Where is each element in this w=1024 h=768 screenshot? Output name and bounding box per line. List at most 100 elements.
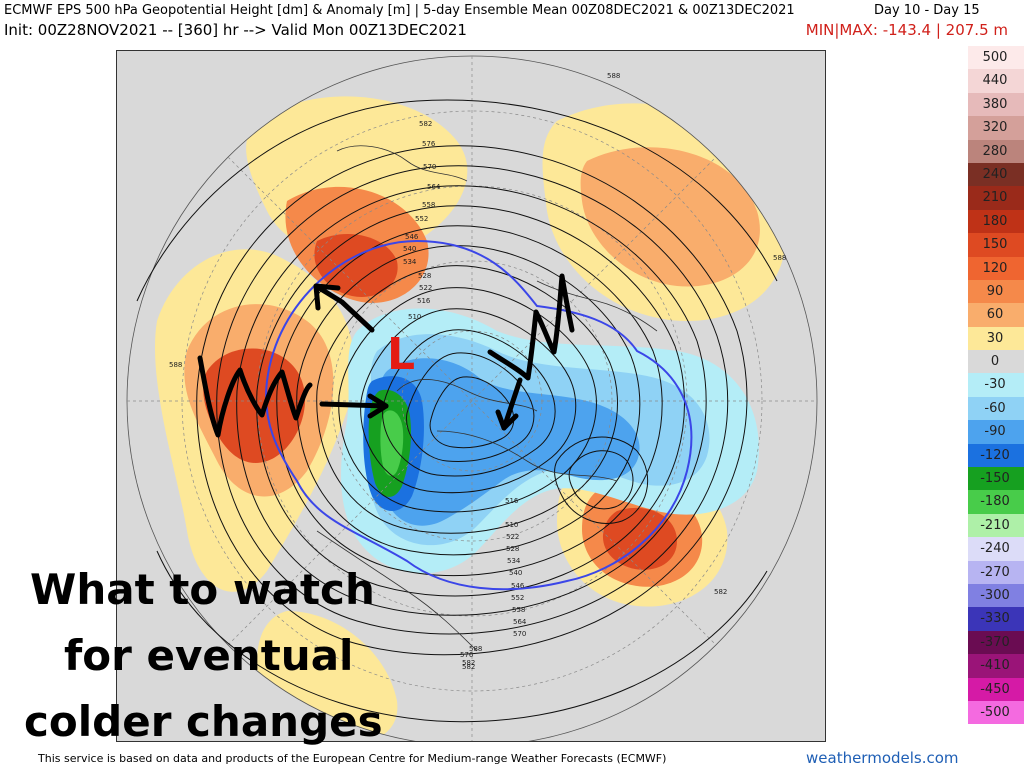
legend-item: 150: [968, 233, 1024, 257]
legend-swatch: [968, 139, 1024, 163]
legend-label: -330: [980, 611, 1010, 627]
legend-label: 90: [986, 283, 1004, 299]
legend-swatch: [968, 560, 1024, 584]
warm-anomaly-ne-mid: [580, 147, 760, 287]
contour-label: 588: [607, 72, 620, 80]
legend-item: 30: [968, 326, 1024, 351]
legend-label: 0: [990, 354, 1000, 370]
legend-swatch: [968, 69, 1024, 93]
legend-label: -150: [980, 471, 1010, 487]
legend-item: 120: [968, 256, 1024, 280]
legend-swatch: [968, 443, 1024, 468]
legend-item: -180: [968, 490, 1024, 514]
contour-label: 534: [403, 258, 417, 266]
contour-label: 582: [462, 663, 475, 671]
contour-label: 528: [506, 545, 519, 553]
latlon-grid: [127, 56, 817, 741]
legend-swatch: [968, 373, 1024, 397]
legend-label: 320: [982, 120, 1008, 136]
legend-label: -450: [980, 681, 1010, 697]
legend-item: 500: [968, 46, 1024, 70]
contour-label: 588: [469, 645, 482, 653]
contour-label: 528: [418, 272, 431, 280]
contour-label: 570: [423, 163, 436, 171]
contour-label: 576: [460, 651, 474, 659]
contour-label: 558: [422, 201, 435, 209]
contour-label: 522: [506, 533, 519, 541]
map-title: ECMWF EPS 500 hPa Geopotential Height [d…: [4, 3, 980, 18]
legend-item: -210: [968, 513, 1024, 538]
contour-label: 588: [773, 254, 786, 262]
brand-link[interactable]: weathermodels.com: [806, 749, 959, 767]
contour-label: 582: [419, 120, 432, 128]
legend-swatch: [968, 162, 1024, 187]
legend-label: -180: [980, 494, 1010, 510]
legend-swatch: [968, 256, 1024, 280]
contour-label: 546: [405, 233, 419, 241]
contour-label: 588: [169, 361, 182, 369]
contour-label: 570: [513, 630, 526, 638]
legend-item: -90: [968, 420, 1024, 444]
contour-label: 516: [417, 297, 431, 305]
legend-label: 30: [986, 330, 1004, 346]
contour-label: 582: [462, 659, 475, 667]
legend-item: 0: [968, 350, 1024, 374]
legend-item: -300: [968, 583, 1024, 608]
legend-item: 440: [968, 69, 1024, 93]
map-canvas: 588 582 576 570 564 558 552 546 540 534 …: [126, 55, 818, 741]
legend-item: -450: [968, 677, 1024, 701]
contour-label: 582: [714, 588, 727, 596]
legend-label: -270: [980, 564, 1010, 580]
legend-item: -500: [968, 700, 1024, 725]
legend-item: 240: [968, 162, 1024, 187]
legend-item: -150: [968, 467, 1024, 491]
contour-label: 534: [507, 557, 521, 565]
legend-label: 60: [986, 307, 1004, 323]
legend-label: 440: [982, 73, 1008, 89]
cool-anomaly-peak: [380, 410, 404, 476]
legend-swatch: [968, 654, 1024, 678]
legend-swatch: [968, 279, 1024, 304]
contour-label: 552: [415, 215, 428, 223]
legend-swatch: [968, 233, 1024, 257]
legend-swatch: [968, 467, 1024, 491]
legend-label: 240: [982, 166, 1008, 182]
legend-label: -210: [980, 517, 1010, 533]
legend-item: 280: [968, 139, 1024, 163]
legend-swatch: [968, 326, 1024, 351]
legend-label: 500: [982, 50, 1008, 65]
contour-label: 516: [505, 497, 519, 505]
legend-label: 150: [982, 237, 1008, 253]
legend-item: -410: [968, 654, 1024, 678]
low-pressure-symbol: L: [387, 329, 415, 380]
height-contours: [136, 99, 778, 723]
legend-label: -30: [984, 377, 1006, 393]
legend-swatch: [968, 303, 1024, 327]
ecmwf-credit: This service is based on data and produc…: [38, 752, 667, 765]
polar-vortex-contour: [265, 239, 693, 591]
legend-label: 280: [982, 143, 1008, 159]
legend-swatch: [968, 490, 1024, 514]
legend-label: -300: [980, 587, 1010, 603]
color-legend: 500 440 380 320 280 240 210 180 150 120 90 60 30 0 -30…: [968, 46, 1024, 725]
legend-swatch: [968, 396, 1024, 421]
legend-swatch: [968, 677, 1024, 701]
legend-label: -410: [980, 658, 1010, 674]
legend-label: 210: [982, 190, 1008, 206]
legend-item: 180: [968, 209, 1024, 234]
cool-anomaly-inner: [378, 358, 640, 526]
contour-label: 576: [422, 140, 436, 148]
legend-item: -30: [968, 373, 1024, 397]
legend-item: -240: [968, 537, 1024, 561]
legend-label: -370: [980, 634, 1010, 650]
legend-swatch: [968, 92, 1024, 117]
legend-swatch: [968, 186, 1024, 210]
legend-label: 120: [982, 260, 1008, 276]
min-max-readout: MIN|MAX: -143.4 | 207.5 m: [805, 21, 1008, 39]
legend-item: -370: [968, 630, 1024, 655]
legend-swatch: [968, 116, 1024, 140]
contour-label: 558: [512, 606, 525, 614]
legend-swatch: [968, 630, 1024, 655]
contour-label: 540: [509, 569, 522, 577]
contour-label: 564: [513, 618, 527, 626]
